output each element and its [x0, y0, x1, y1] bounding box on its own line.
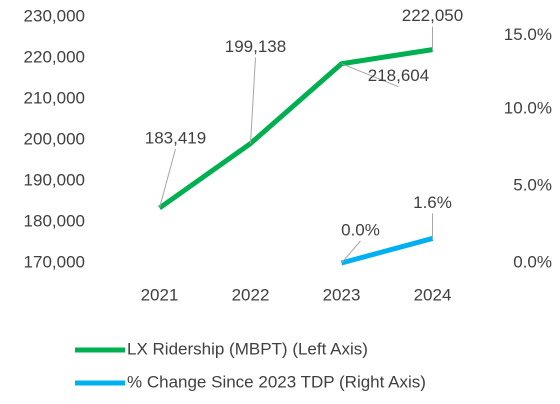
- data-label: 218,604: [368, 66, 429, 85]
- leader-line: [250, 57, 256, 144]
- y-tick-label: 180,000: [24, 211, 85, 230]
- data-label: 222,050: [402, 6, 463, 25]
- data-label: 183,419: [145, 128, 206, 147]
- y-tick-label: 170,000: [24, 252, 85, 271]
- x-tick-label: 2024: [414, 285, 452, 304]
- data-label: 1.6%: [413, 193, 452, 212]
- data-label: 199,138: [225, 37, 286, 56]
- x-tick-label: 2021: [141, 285, 179, 304]
- leader-line: [341, 240, 361, 264]
- y2-tick-label: 15.0%: [504, 25, 552, 44]
- y2-tick-label: 5.0%: [513, 176, 552, 195]
- y-tick-label: 200,000: [24, 129, 85, 148]
- y-tick-label: 190,000: [24, 170, 85, 189]
- y2-tick-label: 0.0%: [513, 252, 552, 271]
- y2-tick-label: 10.0%: [504, 99, 552, 118]
- x-tick-label: 2022: [232, 285, 270, 304]
- leader-line: [159, 148, 176, 209]
- x-tick-label: 2023: [323, 285, 361, 304]
- y-tick-label: 210,000: [24, 88, 85, 107]
- y-tick-label: 220,000: [24, 47, 85, 66]
- series-line: [158, 47, 433, 211]
- y-tick-label: 230,000: [24, 6, 85, 25]
- legend-label: % Change Since 2023 TDP (Right Axis): [127, 372, 426, 391]
- data-label: 0.0%: [341, 220, 380, 239]
- leader-line: [341, 63, 399, 88]
- series-line: [340, 235, 434, 266]
- legend-label: LX Ridership (MBPT) (Left Axis): [127, 339, 368, 358]
